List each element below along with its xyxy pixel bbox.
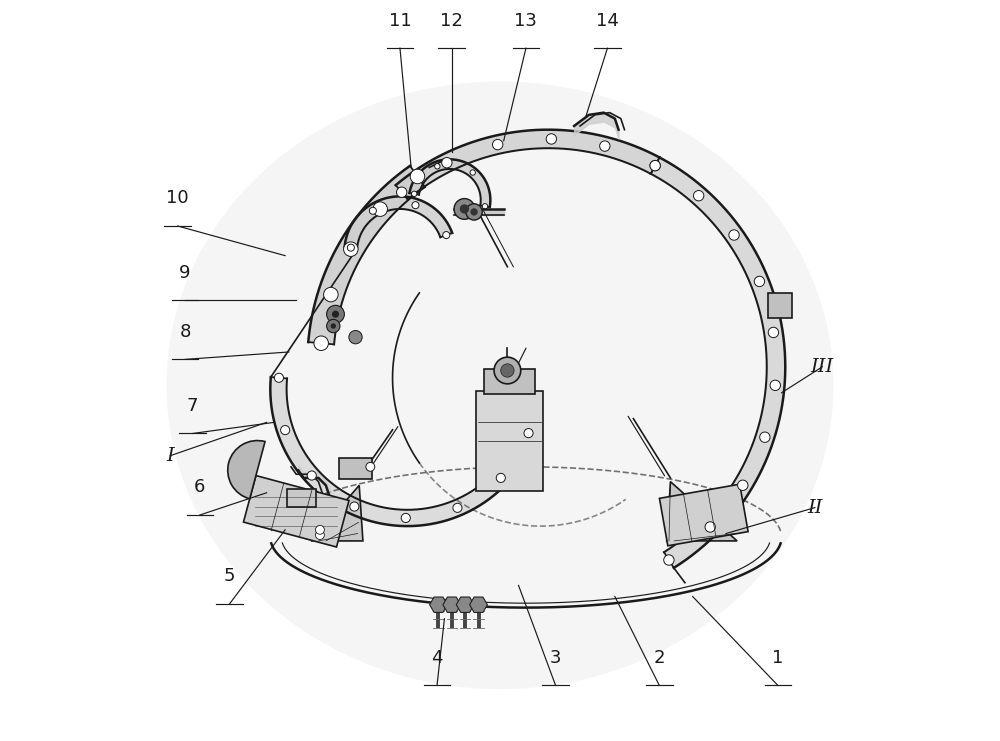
Circle shape — [410, 169, 425, 184]
Circle shape — [435, 164, 440, 169]
Circle shape — [373, 202, 387, 216]
FancyBboxPatch shape — [339, 458, 372, 479]
Text: 5: 5 — [224, 568, 235, 585]
Circle shape — [401, 514, 410, 522]
Polygon shape — [470, 597, 487, 612]
Polygon shape — [308, 166, 425, 345]
Polygon shape — [651, 157, 785, 568]
Polygon shape — [345, 196, 452, 248]
Circle shape — [693, 190, 704, 201]
Circle shape — [442, 158, 452, 168]
Text: 2: 2 — [654, 649, 665, 667]
Polygon shape — [270, 377, 536, 526]
Text: 14: 14 — [596, 12, 619, 30]
Circle shape — [454, 199, 475, 219]
FancyBboxPatch shape — [484, 369, 535, 394]
Polygon shape — [667, 482, 737, 541]
Circle shape — [470, 208, 478, 216]
Circle shape — [350, 502, 359, 511]
Text: 9: 9 — [179, 264, 191, 282]
Circle shape — [369, 207, 376, 214]
Text: 10: 10 — [166, 190, 189, 207]
Text: 3: 3 — [550, 649, 561, 667]
Circle shape — [327, 319, 340, 333]
Text: 8: 8 — [179, 323, 191, 341]
Circle shape — [770, 380, 780, 391]
Text: 11: 11 — [389, 12, 411, 30]
Circle shape — [460, 205, 469, 213]
Circle shape — [347, 244, 354, 251]
Circle shape — [494, 357, 521, 384]
Circle shape — [331, 323, 336, 329]
Circle shape — [397, 187, 407, 197]
FancyBboxPatch shape — [287, 489, 316, 507]
Circle shape — [738, 480, 748, 491]
Text: 4: 4 — [431, 649, 443, 667]
Text: I: I — [166, 447, 174, 465]
Text: 6: 6 — [194, 479, 206, 496]
FancyBboxPatch shape — [768, 293, 792, 318]
Circle shape — [466, 204, 482, 220]
Circle shape — [324, 288, 338, 302]
Polygon shape — [311, 485, 363, 541]
Circle shape — [546, 134, 557, 144]
Circle shape — [453, 503, 462, 512]
Ellipse shape — [167, 82, 833, 689]
Circle shape — [705, 522, 715, 532]
Circle shape — [314, 336, 328, 350]
Polygon shape — [409, 159, 490, 207]
Polygon shape — [243, 476, 349, 547]
Polygon shape — [396, 130, 659, 199]
Circle shape — [470, 170, 475, 175]
Circle shape — [760, 432, 770, 442]
Circle shape — [443, 231, 450, 239]
Circle shape — [650, 160, 660, 170]
Polygon shape — [430, 597, 447, 612]
Circle shape — [327, 305, 344, 323]
Circle shape — [754, 276, 765, 287]
Circle shape — [315, 531, 324, 539]
Circle shape — [501, 364, 514, 377]
Circle shape — [650, 160, 660, 170]
Circle shape — [281, 425, 290, 435]
Circle shape — [664, 555, 674, 565]
Circle shape — [344, 242, 358, 256]
Circle shape — [524, 428, 533, 438]
Circle shape — [332, 310, 339, 318]
Polygon shape — [456, 597, 474, 612]
Circle shape — [492, 139, 503, 150]
Circle shape — [307, 471, 316, 480]
Circle shape — [729, 230, 739, 240]
Circle shape — [274, 373, 283, 382]
Circle shape — [366, 462, 375, 471]
FancyBboxPatch shape — [476, 391, 543, 491]
Text: III: III — [811, 358, 834, 376]
Text: 1: 1 — [772, 649, 784, 667]
Text: 13: 13 — [514, 12, 537, 30]
Polygon shape — [443, 597, 461, 612]
Circle shape — [600, 141, 610, 151]
Circle shape — [412, 202, 419, 209]
Text: 12: 12 — [440, 12, 463, 30]
Circle shape — [412, 191, 417, 196]
Circle shape — [768, 328, 779, 338]
Text: II: II — [807, 499, 823, 516]
Text: 7: 7 — [187, 397, 198, 415]
Circle shape — [349, 330, 362, 344]
Polygon shape — [659, 484, 748, 546]
Circle shape — [315, 525, 324, 534]
Circle shape — [482, 204, 488, 209]
Wedge shape — [228, 441, 265, 499]
Circle shape — [496, 473, 505, 482]
